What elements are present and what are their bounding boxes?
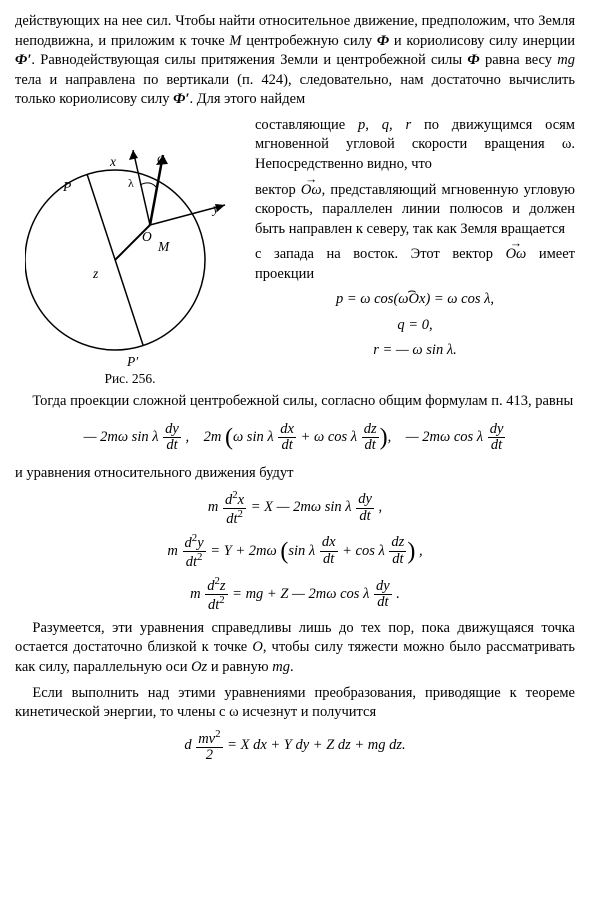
txt: . Равнодейству­ющая силы притяжения Земл… — [31, 52, 467, 68]
vec-Oomega: Oω — [506, 245, 527, 265]
figure-256: Рис. 256. x ω λ P O M y z P′ — [15, 120, 245, 388]
den: dt — [488, 438, 506, 453]
z: z — [220, 578, 226, 594]
var-Phi: Ф — [377, 33, 389, 49]
var-M: M — [229, 33, 241, 49]
num: dy — [163, 422, 181, 438]
lbl-lambda: λ — [128, 175, 134, 191]
txt: . Для этого найдем — [189, 91, 305, 107]
angle-wOx: ωOx — [398, 290, 425, 310]
rhs: = Y + 2mω — [210, 543, 276, 559]
sup: 2 — [215, 728, 220, 740]
lbl-omega: ω — [157, 150, 166, 168]
dt: dt — [208, 597, 219, 613]
lbl-O: O — [142, 228, 152, 246]
f2a: 2m — [204, 429, 222, 445]
lbl-z: z — [93, 265, 98, 283]
num: dz — [362, 422, 379, 438]
num: dy — [488, 422, 506, 438]
den: dt — [389, 552, 406, 567]
num: dz — [389, 535, 406, 551]
f2c: + ω cos λ — [301, 429, 358, 445]
lbl-Pp: P′ — [127, 353, 138, 371]
f2b: ω sin λ — [233, 429, 274, 445]
m: m — [190, 586, 200, 602]
lbl-y: y — [213, 200, 219, 218]
figure-svg — [25, 120, 235, 370]
eq-p-rhs: ) = ω cos λ, — [425, 291, 494, 307]
txt: центро­бежную силу — [242, 33, 377, 49]
var-O: O — [252, 639, 262, 655]
num: dy — [374, 579, 392, 595]
eq-energy: d mv22 = X dx + Y dy + Z dz + mg dz. — [15, 729, 575, 763]
tail-p2: Если выполнить над этими уравнениями пре… — [15, 684, 575, 723]
txt: составляющие — [255, 117, 358, 133]
dot: . — [396, 586, 400, 602]
den: dt — [163, 438, 181, 453]
sup2: 2 — [219, 594, 224, 606]
num: mv — [198, 730, 215, 746]
var-mg: mg — [557, 52, 575, 68]
txt: с запада на восток. Этот вектор — [255, 246, 506, 262]
var-mg: mg — [272, 659, 290, 675]
tail-p1: Разумеется, эти уравнения справедливы ли… — [15, 619, 575, 678]
m: m — [208, 499, 218, 515]
den: 2 — [196, 748, 222, 763]
var-Oz: Oz — [191, 659, 207, 675]
rhs: = mg + Z — 2mω cos λ — [232, 586, 369, 602]
after-p1: Тогда проекции сложной центробежной силы… — [15, 392, 575, 412]
force-projections: — 2mω sin λ dydt , 2m (ω sin λ dxdt + ω … — [15, 422, 575, 454]
den: dt — [278, 438, 296, 453]
txt: . — [290, 659, 294, 675]
rhs: = X dx + Y dy + Z dz + mg dz. — [227, 737, 406, 753]
txt: вектор — [255, 182, 301, 198]
txt: и кориолисову силу инерции — [389, 33, 575, 49]
num: dx — [320, 535, 338, 551]
eq-motion-y: m d2ydt2 = Y + 2mω (sin λ dxdt + cos λ d… — [15, 533, 575, 570]
eq-motion-z: m d2zdt2 = mg + Z — 2mω cos λ dydt . — [15, 576, 575, 613]
sup2: 2 — [237, 508, 242, 520]
vec-Oomega: Oω — [301, 181, 322, 201]
f3: — 2mω cos λ — [406, 429, 483, 445]
var-Phi-prime: Ф′ — [173, 91, 189, 107]
den: dt — [374, 595, 392, 610]
cos: + cos λ — [342, 543, 385, 559]
vars-pqr: p, q, r — [358, 117, 411, 133]
var-Phi-prime: Ф′ — [15, 52, 31, 68]
den: dt — [362, 438, 379, 453]
rhs: = X — 2mω sin λ — [251, 499, 352, 515]
sup2: 2 — [197, 551, 202, 563]
intro-paragraph: действующих на нее сил. Чтобы найти отно… — [15, 12, 575, 110]
eqmotion-label: и уравнения относительного движения буду… — [15, 464, 575, 484]
txt: Тогда проекции сложной центробежной силы… — [32, 393, 573, 409]
txt: равна весу — [480, 52, 558, 68]
fig-caption: Рис. 256. — [15, 370, 245, 388]
y: y — [197, 534, 203, 550]
num: dx — [278, 422, 296, 438]
eq-motion-x: m d2xdt2 = X — 2mω sin λ dydt , — [15, 490, 575, 527]
num: dy — [356, 492, 374, 508]
dt: dt — [186, 554, 197, 570]
eq-q-val: q = 0, — [397, 317, 432, 333]
eq-r-val: r = — ω sin λ. — [373, 342, 457, 358]
eq-p-lhs: p = ω cos( — [336, 291, 398, 307]
lbl-M: M — [158, 238, 169, 256]
lbl-P: P — [63, 178, 71, 196]
var-Phi: Ф — [467, 52, 479, 68]
f1: — 2mω sin λ — [84, 429, 159, 445]
x: x — [238, 491, 244, 507]
lbl-x: x — [110, 153, 116, 171]
m: m — [167, 543, 177, 559]
d: d — [184, 737, 191, 753]
sin: sin λ — [288, 543, 315, 559]
dt: dt — [226, 510, 237, 526]
den: dt — [320, 552, 338, 567]
den: dt — [356, 509, 374, 524]
txt: и равную — [207, 659, 272, 675]
d: d — [185, 534, 192, 550]
